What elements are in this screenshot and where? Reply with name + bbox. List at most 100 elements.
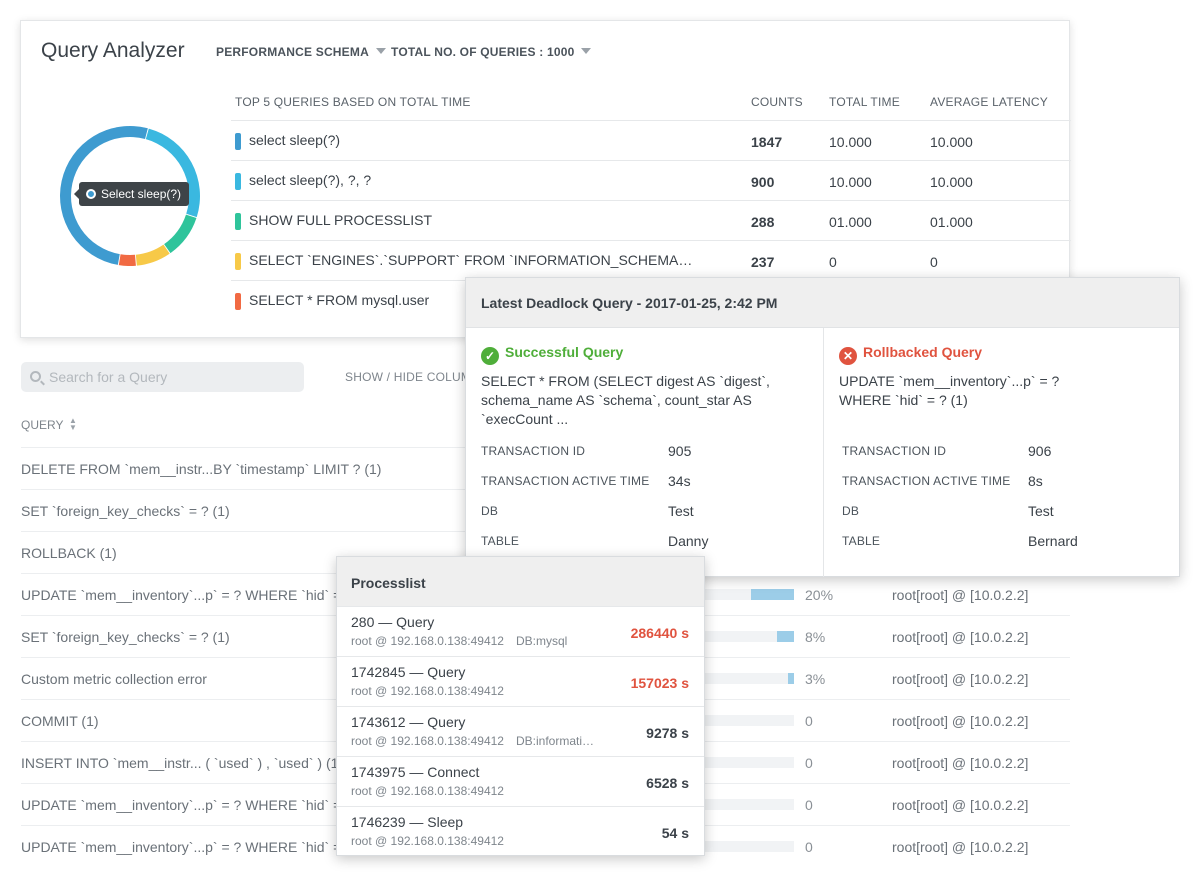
latency-share-percent: 20% xyxy=(805,587,834,603)
col-header-total-time: TOTAL TIME xyxy=(829,95,900,109)
top-query-counts: 1847 xyxy=(751,134,783,150)
deadlock-title: Latest Deadlock Query - 2017-01-25, 2:42… xyxy=(466,278,1179,328)
value-table: Danny xyxy=(668,533,709,549)
query-text: SET `foreign_key_checks` = ? (1) xyxy=(21,503,230,519)
top-query-row[interactable]: SELECT `ENGINES`.`SUPPORT` FROM `INFORMA… xyxy=(231,240,1071,280)
query-user: root[root] @ [10.0.2.2] xyxy=(892,797,1029,813)
process-title: 1743975 — Connect xyxy=(351,764,480,780)
query-user: root[root] @ [10.0.2.2] xyxy=(892,839,1029,855)
label-transaction-id: TRANSACTION ID xyxy=(481,444,586,458)
top-query-total-time: 01.000 xyxy=(829,214,872,230)
search-icon xyxy=(30,371,41,382)
sort-icon: ▲ ▼ xyxy=(69,416,77,432)
process-duration: 9278 s xyxy=(646,725,689,741)
top-query-total-time: 10.000 xyxy=(829,134,872,150)
x-circle-icon: ✕ xyxy=(839,347,857,365)
search-input[interactable]: Search for a Query xyxy=(21,362,304,392)
col-header-query-sort[interactable]: QUERY ▲ ▼ xyxy=(21,417,77,433)
top-query-text: select sleep(?), ?, ? xyxy=(249,172,372,188)
value-active-time: 8s xyxy=(1028,473,1043,489)
processlist-title: Processlist xyxy=(337,557,704,607)
donut-tooltip: Select sleep(?) xyxy=(73,182,190,206)
value-transaction-id: 905 xyxy=(668,443,692,459)
process-title: 1742845 — Query xyxy=(351,664,466,680)
total-queries-dropdown[interactable]: TOTAL NO. OF QUERIES : 1000 xyxy=(391,45,592,59)
rollbacked-query-panel: ✕ Rollbacked Query UPDATE `mem__inventory… xyxy=(823,328,1180,577)
status-label: Successful Query xyxy=(505,344,624,360)
donut-slice[interactable] xyxy=(145,128,201,218)
check-circle-icon: ✓ xyxy=(481,347,499,365)
label-db: DB xyxy=(481,504,499,518)
schema-dropdown[interactable]: PERFORMANCE SCHEMA xyxy=(216,45,386,59)
series-color-bar xyxy=(235,213,241,230)
top-query-avg-latency: 10.000 xyxy=(930,174,973,190)
latency-share-percent: 3% xyxy=(805,671,826,687)
process-title: 280 — Query xyxy=(351,614,435,630)
process-duration: 157023 s xyxy=(630,675,689,691)
series-color-bar xyxy=(235,253,241,270)
rollbacked-query-text: UPDATE `mem__inventory`...p` = ? WHERE `… xyxy=(839,373,1060,408)
top-query-counts: 288 xyxy=(751,214,775,230)
process-title: 1743612 — Query xyxy=(351,714,466,730)
value-db: Test xyxy=(668,503,694,519)
value-transaction-id: 906 xyxy=(1028,443,1052,459)
top-queries-donut[interactable] xyxy=(55,121,205,271)
status-label: Rollbacked Query xyxy=(863,344,983,360)
top-query-total-time: 0 xyxy=(829,254,837,270)
donut-slice[interactable] xyxy=(59,125,148,265)
value-active-time: 34s xyxy=(668,473,691,489)
col-header-query: TOP 5 QUERIES BASED ON TOTAL TIME xyxy=(235,95,471,109)
process-db: DB:mysql xyxy=(515,634,568,648)
query-user: root[root] @ [10.0.2.2] xyxy=(892,629,1029,645)
label-transaction-id: TRANSACTION ID xyxy=(842,444,947,458)
top-query-text: select sleep(?) xyxy=(249,132,341,148)
process-host-line: root @ 192.168.0.138:49412 xyxy=(351,834,504,848)
process-row[interactable]: 1743612 — Query root @ 192.168.0.138:4941… xyxy=(337,706,704,756)
donut-slice[interactable] xyxy=(135,244,170,266)
donut-slice[interactable] xyxy=(118,254,136,266)
label-active-time: TRANSACTION ACTIVE TIME xyxy=(481,474,650,488)
process-duration: 286440 s xyxy=(630,625,689,641)
process-row[interactable]: 280 — Query root @ 192.168.0.138:49412 DB:… xyxy=(337,606,704,656)
query-text: SET `foreign_key_checks` = ? (1) xyxy=(21,629,230,645)
top-query-row[interactable]: SHOW FULL PROCESSLIST 288 01.000 01.000 xyxy=(231,200,1071,240)
rollbacked-query-status: ✕ Rollbacked Query xyxy=(839,344,982,365)
process-host-line: root @ 192.168.0.138:49412 DB:mysql xyxy=(351,634,567,648)
query-text: INSERT INTO `mem__instr... ( `used` ) , … xyxy=(21,755,344,771)
top-query-text: SELECT * FROM mysql.user xyxy=(249,292,430,308)
processlist-card: Processlist 280 — Query root @ 192.168.0.… xyxy=(336,556,705,856)
process-row[interactable]: 1742845 — Query root @ 192.168.0.138:4941… xyxy=(337,656,704,706)
label-active-time: TRANSACTION ACTIVE TIME xyxy=(842,474,1011,488)
donut-tooltip-label: Select sleep(?) xyxy=(101,187,182,201)
top-query-row[interactable]: select sleep(?) 1847 10.000 10.000 xyxy=(231,120,1071,160)
process-host: root @ 192.168.0.138:49412 xyxy=(351,734,504,748)
process-row[interactable]: 1743975 — Connect root @ 192.168.0.138:49… xyxy=(337,756,704,806)
process-host-line: root @ 192.168.0.138:49412 xyxy=(351,784,504,798)
donut-slice[interactable] xyxy=(164,214,197,254)
query-text: Custom metric collection error xyxy=(21,671,207,687)
process-db: DB:informati… xyxy=(515,734,595,748)
process-duration: 6528 s xyxy=(646,775,689,791)
total-queries-label: TOTAL NO. OF QUERIES : 1000 xyxy=(391,45,575,59)
search-placeholder: Search for a Query xyxy=(49,369,168,385)
latency-share-percent: 0 xyxy=(805,755,813,771)
show-hide-columns-button[interactable]: SHOW / HIDE COLUMNS xyxy=(345,370,489,384)
process-duration: 54 s xyxy=(661,825,689,841)
label-table: TABLE xyxy=(842,534,881,548)
col-header-counts: COUNTS xyxy=(751,95,803,109)
process-host-line: root @ 192.168.0.138:49412 DB:informati… xyxy=(351,734,594,748)
col-header-avg-latency: AVERAGE LATENCY xyxy=(930,95,1048,109)
process-row[interactable]: 1746239 — Sleep root @ 192.168.0.138:4941… xyxy=(337,806,704,856)
latency-share-fill xyxy=(776,631,794,642)
process-host: root @ 192.168.0.138:49412 xyxy=(351,784,504,798)
top-query-avg-latency: 01.000 xyxy=(930,214,973,230)
process-title: 1746239 — Sleep xyxy=(351,814,464,830)
successful-query-status: ✓ Successful Query xyxy=(481,344,623,365)
query-text: DELETE FROM `mem__instr...BY `timestamp`… xyxy=(21,461,382,477)
top-query-text: SELECT `ENGINES`.`SUPPORT` FROM `INFORMA… xyxy=(249,252,693,268)
series-color-bar xyxy=(235,133,241,150)
query-user: root[root] @ [10.0.2.2] xyxy=(892,755,1029,771)
top-query-row[interactable]: select sleep(?), ?, ? 900 10.000 10.000 xyxy=(231,160,1071,200)
col-header-label: QUERY xyxy=(21,418,64,432)
latency-share-percent: 8% xyxy=(805,629,826,645)
